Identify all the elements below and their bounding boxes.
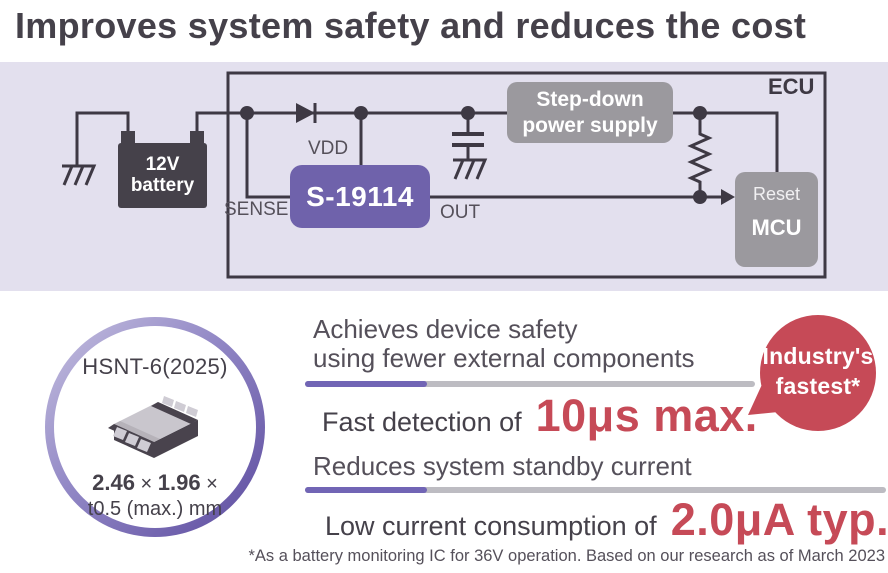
feature1-detail-prefix: Fast detection of [322,407,522,437]
feature2-detail-value: 2.0μA typ. [670,494,888,545]
feature1-heading-line1: Achieves device safety [313,314,578,344]
feature1-detail-value: 10μs max. [535,390,758,441]
battery-voltage: 12V [145,153,180,175]
badge-line2: fastest* [775,373,861,399]
pin-label-vdd: VDD [308,138,349,159]
package-circle-inner: HSNT-6(2025) [54,326,256,528]
arrow-icon [721,189,735,205]
dim-thickness: t0.5 (max.) mm [87,498,223,520]
dim-height: 1.96 [157,470,201,495]
badge-line1: Industry's [762,343,874,369]
ecu-label: ECU [768,74,815,99]
feature2-detail: Low current consumption of 2.0μA typ. [325,494,888,546]
dim-times-2: × [206,473,218,495]
feature2-divider-accent [305,487,427,493]
battery-word: battery [130,174,195,196]
battery-terminals [121,131,204,144]
feature1-divider-accent [305,381,427,387]
badge-text: Industry's fastest* [748,341,888,401]
diode-icon [296,103,317,123]
stepdown-line1: Step-down [536,88,644,112]
page-title: Improves system safety and reduces the c… [15,5,807,46]
battery-block: 12V battery [118,143,207,208]
feature1-detail: Fast detection of 10μs max. [322,390,758,442]
mcu-label: MCU [751,215,802,240]
dim-times-1: × [140,473,153,495]
badge-bubble-shape [748,315,876,431]
ground-icon [453,158,488,180]
wire [245,113,290,199]
mcu-reset-label: Reset [752,184,801,204]
feature2-divider [305,487,886,493]
ic-name: S-19114 [306,180,414,212]
feature2-detail-prefix: Low current consumption of [325,511,657,541]
package-dimensions: 2.46 × 1.96 × t0.5 (max.) mm [88,469,222,522]
feature2-heading: Reduces system standby current [313,452,692,481]
feature1-divider [305,381,755,387]
ecu-outline [226,71,827,279]
pin-label-out: OUT [440,202,481,223]
dim-width: 2.46 [92,470,135,495]
wire [195,111,247,131]
footnote: *As a battery monitoring IC for 36V oper… [248,547,885,565]
ground-icon [62,164,97,186]
resistor-icon [687,113,713,197]
package-circle: HSNT-6(2025) [45,317,265,537]
junction-dot [240,106,707,204]
circuit-schematic [62,71,827,279]
circuit-diagram-panel: 12V battery S-19114 Step-down power supp… [0,62,888,291]
feature2-heading-line1: Reduces system standby current [313,451,692,481]
industrys-fastest-badge: Industry's fastest* [748,312,888,437]
chip-package-image [90,382,220,469]
stepdown-line2: power supply [522,113,658,137]
wire [75,111,130,165]
wire [673,111,779,172]
pin-label-sense: SENSE [224,199,289,220]
chip-package-icon [108,396,198,458]
ic-block: S-19114 [290,165,430,228]
step-down-power-supply-block: Step-down power supply [507,82,673,143]
mcu-block: Reset MCU [735,172,818,267]
feature1-heading-line2: using fewer external components [313,343,695,373]
feature1-heading: Achieves device safety using fewer exter… [313,315,695,373]
package-name: HSNT-6(2025) [82,354,228,379]
